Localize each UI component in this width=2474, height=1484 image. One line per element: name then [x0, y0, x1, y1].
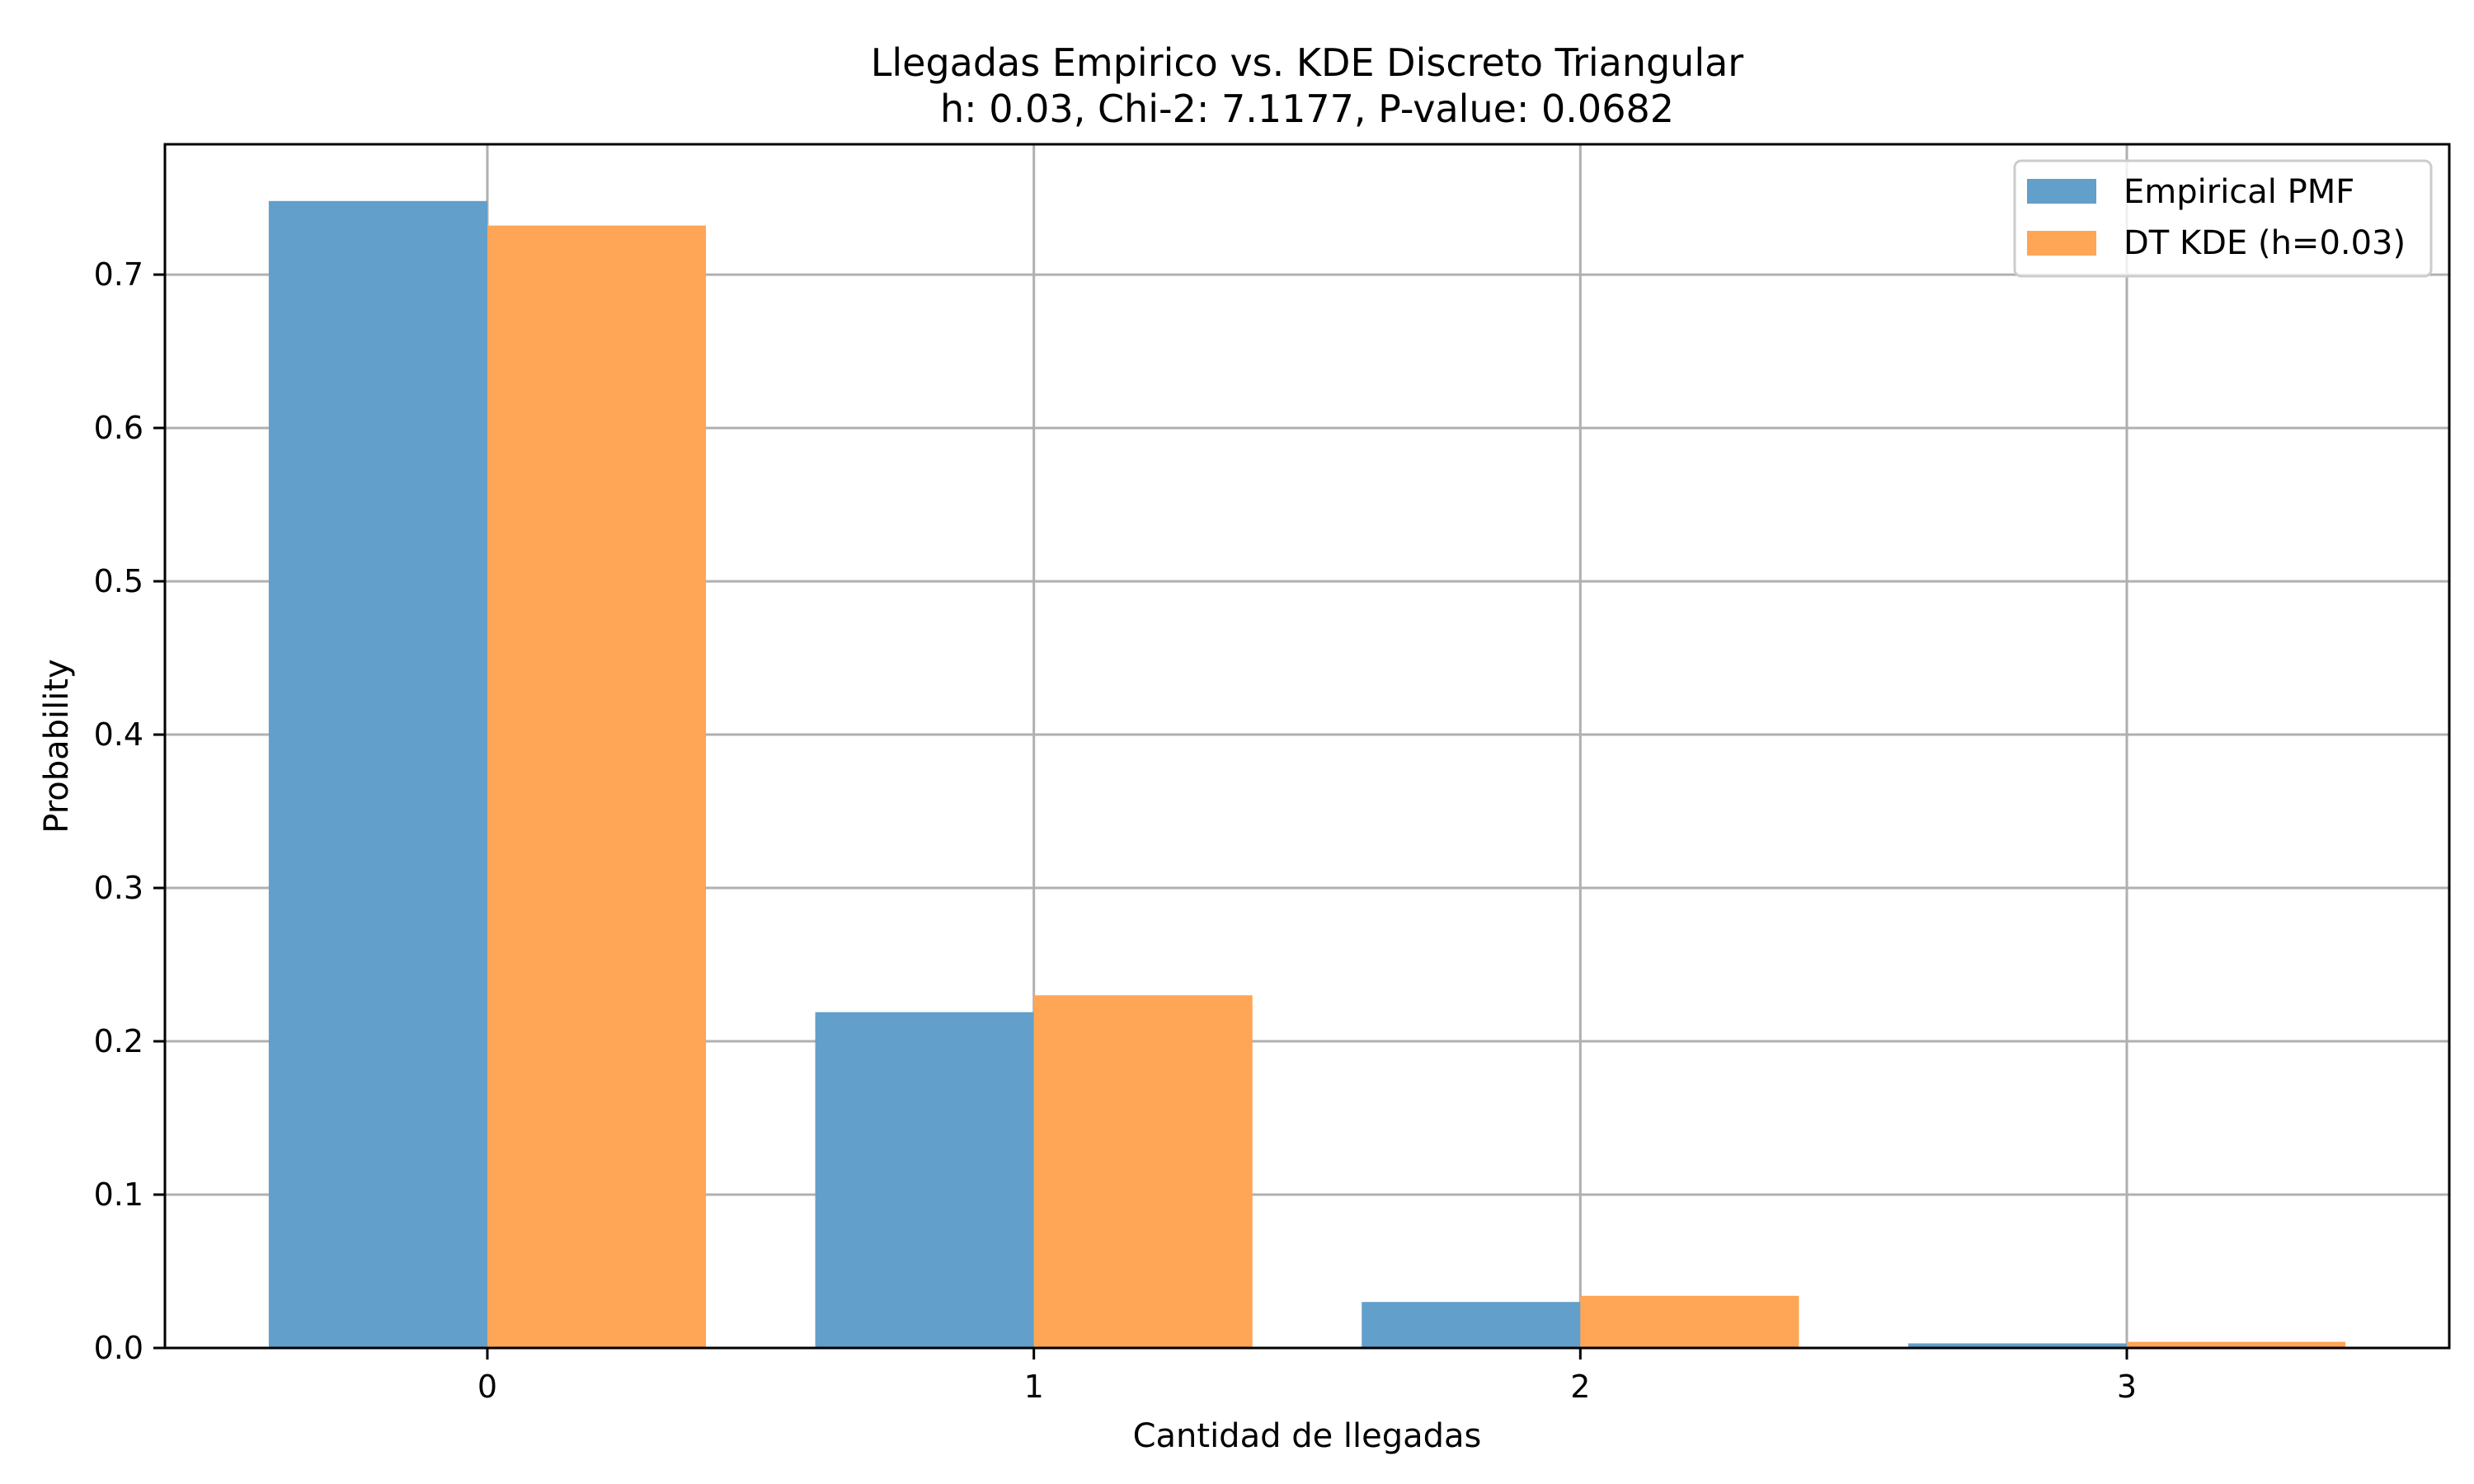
x-axis-label: Cantidad de llegadas	[1133, 1417, 1482, 1455]
y-tick-label-3: 0.3	[94, 870, 143, 906]
y-tick-label-1: 0.1	[94, 1176, 143, 1213]
bar-kde-1	[1033, 995, 1253, 1348]
bar-kde-2	[1580, 1295, 1799, 1348]
y-tick-label-4: 0.4	[94, 716, 143, 753]
bar-kde-3	[2127, 1341, 2346, 1348]
legend-label-empirical: Empirical PMF	[2124, 173, 2354, 211]
legend-box	[2013, 159, 2433, 278]
x-tick-label-1: 1	[1024, 1369, 1044, 1405]
plot-frame	[163, 143, 2451, 1350]
y-tick-label-5: 0.5	[94, 563, 143, 599]
chart-title: Llegadas Empirico vs. KDE Discreto Trian…	[871, 40, 1744, 85]
legend: Empirical PMF DT KDE (h=0.03)	[2013, 159, 2433, 278]
x-tick-label-2: 2	[1570, 1369, 1590, 1405]
y-axis-label: Probability	[38, 659, 76, 833]
x-tick-label-3: 3	[2117, 1369, 2137, 1405]
legend-label-kde: DT KDE (h=0.03)	[2124, 224, 2406, 262]
legend-swatch-kde	[2027, 231, 2096, 256]
legend-swatch-empirical	[2027, 179, 2096, 204]
bar-empirical-2	[1362, 1302, 1581, 1348]
axis-ticks: 0 1 2 3 0.0 0.1 0.2 0.3 0.4 0.5 0.6 0.7	[94, 256, 2138, 1405]
bar-kde-0	[487, 225, 707, 1348]
bar-empirical-3	[1907, 1343, 2128, 1348]
x-tick-label-0: 0	[477, 1369, 497, 1405]
bar-empirical-1	[815, 1012, 1034, 1348]
chart-subtitle: h: 0.03, Chi-2: 7.1177, P-value: 0.0682	[940, 87, 1674, 131]
y-tick-label-7: 0.7	[94, 256, 143, 293]
y-tick-label-0: 0.0	[94, 1330, 143, 1366]
bar-empirical-0	[268, 200, 487, 1348]
y-tick-label-6: 0.6	[94, 410, 143, 446]
y-tick-label-2: 0.2	[94, 1023, 143, 1059]
bars	[268, 200, 2346, 1348]
